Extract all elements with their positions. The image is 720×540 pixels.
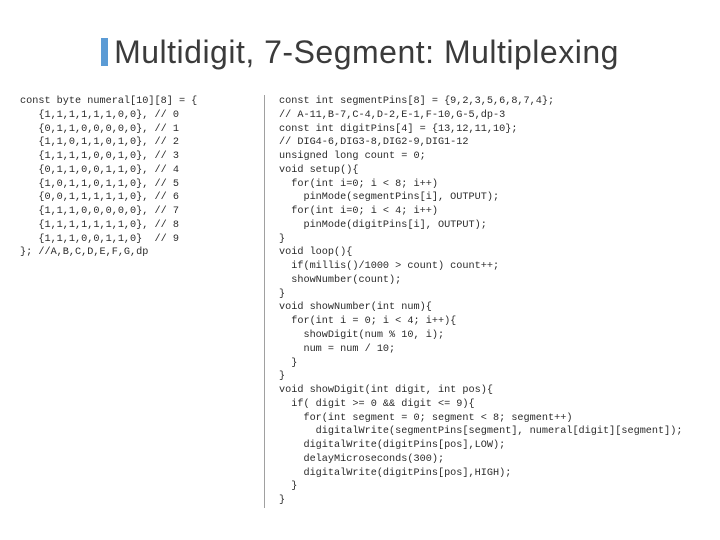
code-right: const int segmentPins[8] = {9,2,3,5,6,8,… <box>279 95 704 508</box>
content-columns: const byte numeral[10][8] = { {1,1,1,1,1… <box>0 95 720 508</box>
slide-title: Multidigit, 7-Segment: Multiplexing <box>0 0 720 95</box>
right-column: const int segmentPins[8] = {9,2,3,5,6,8,… <box>264 95 704 508</box>
left-column: const byte numeral[10][8] = { {1,1,1,1,1… <box>16 95 256 508</box>
code-left: const byte numeral[10][8] = { {1,1,1,1,1… <box>20 95 256 260</box>
title-text: Multidigit, 7-Segment: Multiplexing <box>114 34 619 70</box>
accent-bar <box>101 38 108 66</box>
